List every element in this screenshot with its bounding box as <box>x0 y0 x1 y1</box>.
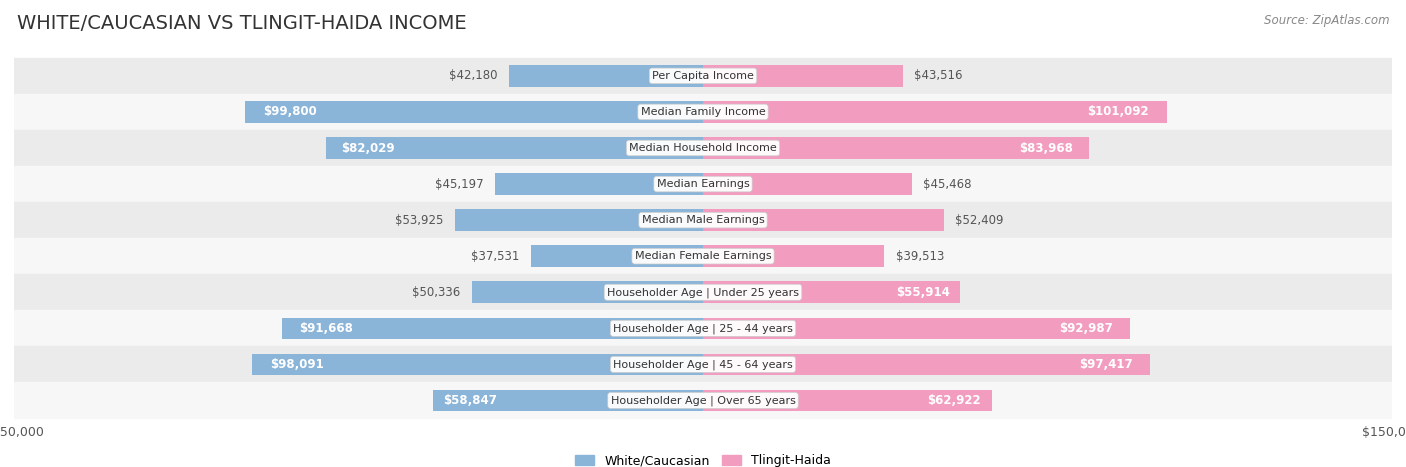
Text: $62,922: $62,922 <box>927 394 980 407</box>
Bar <box>703 245 884 267</box>
Bar <box>703 137 1088 159</box>
Bar <box>14 94 1392 130</box>
Bar <box>530 245 703 267</box>
Bar <box>703 318 1130 339</box>
Bar <box>14 347 1392 382</box>
Bar <box>703 282 960 303</box>
Text: Median Female Earnings: Median Female Earnings <box>634 251 772 261</box>
Text: WHITE/CAUCASIAN VS TLINGIT-HAIDA INCOME: WHITE/CAUCASIAN VS TLINGIT-HAIDA INCOME <box>17 14 467 33</box>
Text: $97,417: $97,417 <box>1078 358 1132 371</box>
Bar <box>14 202 1392 238</box>
Text: $39,513: $39,513 <box>896 250 945 263</box>
Text: Householder Age | Under 25 years: Householder Age | Under 25 years <box>607 287 799 297</box>
Bar <box>703 101 1167 123</box>
Bar <box>326 137 703 159</box>
Bar <box>433 389 703 411</box>
Text: Median Household Income: Median Household Income <box>628 143 778 153</box>
Text: Householder Age | 45 - 64 years: Householder Age | 45 - 64 years <box>613 359 793 370</box>
Bar <box>283 318 703 339</box>
Text: Source: ZipAtlas.com: Source: ZipAtlas.com <box>1264 14 1389 27</box>
Bar <box>703 65 903 87</box>
Bar <box>14 238 1392 274</box>
Bar <box>703 354 1150 375</box>
Text: $92,987: $92,987 <box>1059 322 1114 335</box>
Text: $53,925: $53,925 <box>395 213 444 226</box>
Bar <box>14 382 1392 418</box>
Text: $101,092: $101,092 <box>1087 106 1149 119</box>
Bar <box>245 101 703 123</box>
Text: $45,468: $45,468 <box>924 177 972 191</box>
Text: $82,029: $82,029 <box>342 142 395 155</box>
Bar <box>472 282 703 303</box>
Legend: White/Caucasian, Tlingit-Haida: White/Caucasian, Tlingit-Haida <box>571 449 835 467</box>
Text: $45,197: $45,197 <box>436 177 484 191</box>
Bar <box>14 166 1392 202</box>
Text: Median Male Earnings: Median Male Earnings <box>641 215 765 225</box>
Text: $37,531: $37,531 <box>471 250 519 263</box>
Text: $43,516: $43,516 <box>914 70 963 82</box>
Text: $42,180: $42,180 <box>450 70 498 82</box>
Bar <box>703 209 943 231</box>
Text: $52,409: $52,409 <box>955 213 1004 226</box>
Text: Householder Age | 25 - 44 years: Householder Age | 25 - 44 years <box>613 323 793 333</box>
Bar <box>14 58 1392 94</box>
Text: Median Family Income: Median Family Income <box>641 107 765 117</box>
Text: $50,336: $50,336 <box>412 286 460 299</box>
Text: $58,847: $58,847 <box>443 394 498 407</box>
Text: Per Capita Income: Per Capita Income <box>652 71 754 81</box>
Bar <box>509 65 703 87</box>
Bar <box>703 173 912 195</box>
Text: $99,800: $99,800 <box>263 106 316 119</box>
Bar <box>253 354 703 375</box>
Bar <box>495 173 703 195</box>
Text: $98,091: $98,091 <box>270 358 325 371</box>
Bar <box>14 274 1392 310</box>
Bar <box>703 389 993 411</box>
Bar <box>14 310 1392 347</box>
Bar <box>456 209 703 231</box>
Text: Householder Age | Over 65 years: Householder Age | Over 65 years <box>610 395 796 406</box>
Text: Median Earnings: Median Earnings <box>657 179 749 189</box>
Text: $83,968: $83,968 <box>1019 142 1073 155</box>
Text: $55,914: $55,914 <box>896 286 949 299</box>
Bar <box>14 130 1392 166</box>
Text: $91,668: $91,668 <box>299 322 353 335</box>
